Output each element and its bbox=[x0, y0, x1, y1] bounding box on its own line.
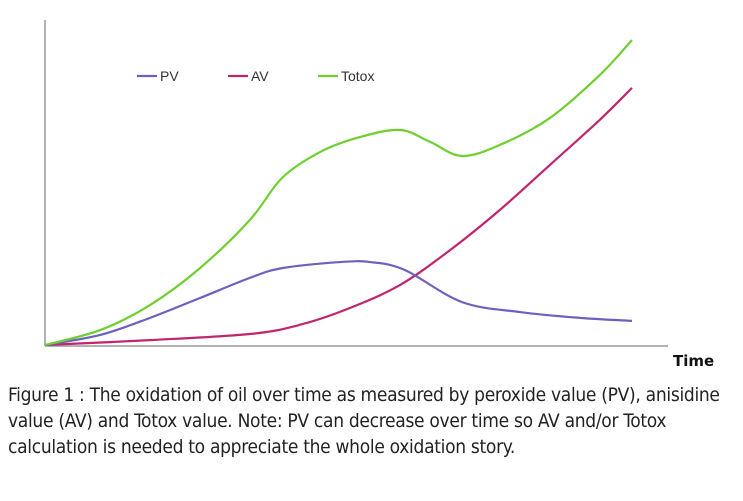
legend: PV AV Totox bbox=[137, 68, 374, 84]
series-line-av bbox=[44, 87, 633, 347]
legend-label-av: AV bbox=[251, 68, 269, 84]
x-axis-label: Time bbox=[673, 352, 714, 370]
series-line-totox bbox=[44, 39, 633, 347]
figure-caption: Figure 1 : The oxidation of oil over tim… bbox=[8, 384, 720, 458]
chart: Time PV AV Totox bbox=[44, 20, 714, 370]
series-line-pv bbox=[44, 260, 633, 347]
legend-label-totox: Totox bbox=[341, 68, 374, 84]
legend-label-pv: PV bbox=[160, 68, 179, 84]
